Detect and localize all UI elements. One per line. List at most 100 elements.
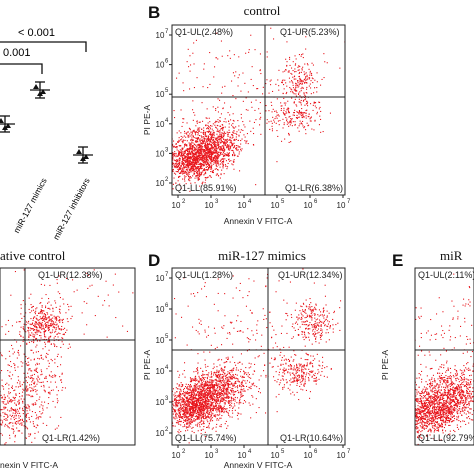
event-dot	[295, 63, 297, 65]
event-dot	[194, 389, 196, 391]
event-dot	[206, 152, 208, 154]
bracket	[0, 63, 43, 74]
event-dot	[231, 134, 233, 136]
event-dot	[289, 121, 291, 123]
event-dot	[34, 402, 36, 404]
event-dot	[234, 405, 236, 407]
event-dot	[196, 162, 198, 164]
event-dot	[219, 134, 221, 136]
event-dot	[190, 168, 192, 170]
event-dot	[178, 145, 180, 147]
event-dot	[204, 154, 206, 156]
event-dot	[228, 400, 230, 402]
event-dot	[49, 318, 51, 320]
event-dot	[20, 422, 22, 424]
event-dot	[292, 61, 294, 63]
event-dot	[3, 388, 5, 390]
event-dot	[216, 384, 218, 386]
event-dot	[196, 151, 198, 153]
event-dot	[18, 321, 20, 323]
event-dot	[294, 89, 296, 91]
event-dot	[194, 147, 196, 149]
event-dot	[180, 135, 182, 137]
event-dot	[191, 380, 193, 382]
event-dot	[211, 125, 213, 127]
event-dot	[163, 160, 164, 161]
event-dot	[223, 161, 225, 163]
event-dot	[306, 76, 308, 78]
event-dot	[190, 143, 192, 145]
event-dot	[204, 389, 206, 391]
event-dot	[166, 164, 167, 165]
event-dot	[211, 380, 213, 382]
event-dot	[30, 318, 32, 320]
event-dot	[220, 149, 222, 151]
event-dot	[218, 377, 220, 379]
event-dot	[272, 108, 274, 110]
event-dot	[266, 122, 268, 124]
event-dot	[203, 149, 205, 151]
event-dot	[211, 384, 213, 386]
event-dot	[205, 146, 207, 148]
event-dot	[222, 407, 224, 409]
event-dot	[178, 161, 180, 163]
event-dot	[255, 99, 257, 101]
event-dot	[206, 400, 208, 402]
event-dot	[223, 381, 225, 383]
event-dot	[200, 418, 202, 420]
event-dot	[25, 416, 27, 418]
event-dot	[181, 138, 183, 140]
event-dot	[187, 384, 189, 386]
event-dot	[207, 140, 209, 142]
event-dot	[196, 156, 198, 158]
event-dot	[56, 333, 58, 335]
event-dot	[188, 398, 190, 400]
event-dot	[175, 156, 177, 158]
event-dot	[302, 112, 304, 114]
event-dot	[41, 381, 43, 383]
event-dot	[200, 146, 202, 148]
event-dot	[41, 324, 43, 326]
event-dot	[169, 174, 170, 175]
event-dot	[50, 325, 52, 327]
event-dot	[271, 104, 273, 106]
event-dot	[224, 400, 226, 402]
event-dot	[60, 379, 62, 381]
event-dot	[295, 117, 297, 119]
event-dot	[227, 379, 229, 381]
event-dot	[191, 418, 193, 420]
event-dot	[213, 149, 215, 151]
event-dot	[301, 68, 303, 70]
event-dot	[167, 409, 168, 410]
event-dot	[34, 437, 36, 439]
event-dot	[233, 159, 235, 161]
event-dot	[184, 132, 186, 134]
event-dot	[222, 127, 224, 129]
event-dot	[308, 78, 310, 80]
event-dot	[210, 374, 212, 376]
event-dot	[14, 397, 16, 399]
event-dot	[176, 404, 178, 406]
event-dot	[65, 331, 67, 333]
event-dot	[31, 370, 33, 372]
event-dot	[221, 162, 223, 164]
event-dot	[189, 163, 191, 165]
event-dot	[229, 386, 231, 388]
event-dot	[202, 389, 204, 391]
event-dot	[225, 390, 227, 392]
event-dot	[209, 398, 211, 400]
event-dot	[266, 51, 268, 53]
event-dot	[63, 333, 65, 335]
event-dot	[219, 377, 221, 379]
event-dot	[10, 399, 12, 401]
event-dot	[176, 132, 178, 134]
event-dot	[30, 370, 32, 372]
event-dot	[238, 403, 240, 405]
event-dot	[0, 419, 2, 421]
event-dot	[190, 131, 192, 133]
event-dot	[42, 315, 44, 317]
event-dot	[212, 390, 214, 392]
event-dot	[305, 36, 307, 38]
event-dot	[54, 300, 56, 302]
event-dot	[203, 68, 205, 70]
